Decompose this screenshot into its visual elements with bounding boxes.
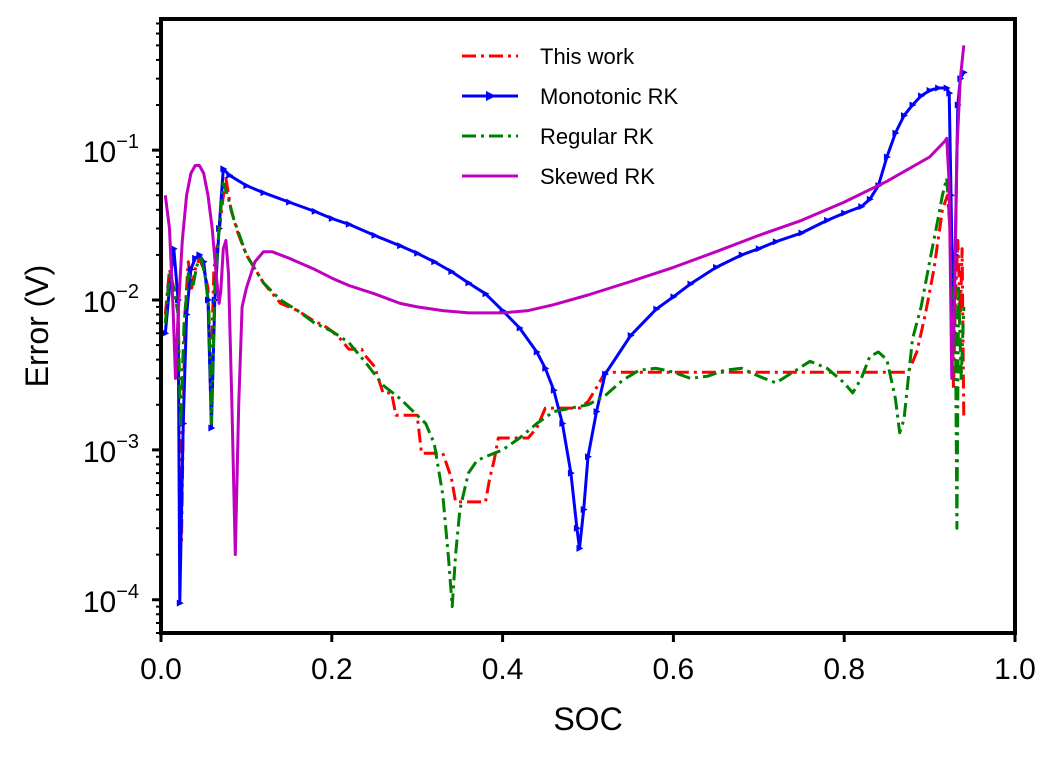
- series-this-work: [163, 176, 966, 542]
- data-point: [580, 506, 588, 514]
- data-point: [328, 214, 336, 222]
- data-point: [371, 231, 379, 239]
- data-point: [170, 245, 178, 253]
- data-point: [286, 198, 294, 206]
- data-point: [465, 279, 473, 287]
- data-point: [550, 386, 558, 394]
- y-tick-label: 10−1: [83, 131, 139, 169]
- plot-frame: [159, 17, 1017, 635]
- data-point: [162, 329, 170, 337]
- data-point: [866, 195, 874, 203]
- legend-label: This work: [540, 44, 635, 69]
- data-point: [653, 305, 661, 313]
- data-point: [573, 524, 581, 532]
- data-point: [448, 267, 456, 275]
- data-point: [687, 280, 695, 288]
- y-axis-title: Error (V): [19, 265, 55, 388]
- x-tick-label: 0.8: [823, 653, 865, 686]
- data-point: [713, 263, 721, 271]
- series-line: [163, 45, 966, 557]
- data-point: [516, 324, 524, 332]
- x-major-ticks: 0.0 0.2 0.4 0.6 0.8 1.0: [140, 633, 1036, 686]
- legend-label: Skewed RK: [540, 164, 655, 189]
- legend-marker: [486, 91, 496, 101]
- y-tick-exponent: −4: [116, 581, 139, 603]
- data-point: [798, 229, 806, 237]
- series-layer: [162, 45, 968, 609]
- data-point: [946, 89, 954, 97]
- y-tick-label: 10−3: [83, 431, 139, 469]
- data-point: [397, 242, 405, 250]
- data-point: [900, 112, 908, 120]
- y-tick-base: 10: [83, 586, 116, 619]
- data-point: [585, 453, 592, 461]
- series-line: [163, 176, 966, 542]
- data-point: [858, 203, 866, 211]
- y-tick-label: 10−2: [83, 281, 139, 319]
- data-point: [772, 238, 780, 246]
- x-tick-label: 0.0: [140, 653, 182, 686]
- data-point: [345, 220, 353, 228]
- data-point: [943, 84, 951, 92]
- data-point: [542, 364, 550, 372]
- data-point: [892, 129, 900, 137]
- data-point: [567, 469, 575, 477]
- x-tick-label: 0.6: [653, 653, 695, 686]
- y-tick-label: 10−4: [83, 581, 139, 619]
- data-point: [204, 296, 212, 304]
- data-point: [627, 331, 635, 339]
- data-point: [243, 182, 251, 190]
- data-point: [220, 165, 228, 173]
- data-point: [935, 84, 943, 92]
- x-tick-label: 1.0: [994, 653, 1036, 686]
- data-point: [192, 254, 200, 262]
- y-tick-base: 10: [83, 436, 116, 469]
- series-line: [163, 176, 966, 609]
- data-point: [670, 293, 678, 301]
- y-tick-exponent: −3: [116, 431, 139, 453]
- data-point: [909, 101, 917, 109]
- x-tick-label: 0.4: [482, 653, 524, 686]
- data-point: [260, 189, 268, 197]
- legend: This work Monotonic RK Regular RK Skewed RK: [462, 44, 679, 189]
- data-point: [187, 265, 195, 273]
- data-point: [431, 258, 439, 266]
- x-tick-label: 0.2: [311, 653, 353, 686]
- data-point: [559, 419, 567, 427]
- data-point: [208, 424, 216, 432]
- data-point: [533, 348, 541, 356]
- data-point: [414, 249, 422, 257]
- legend-label: Monotonic RK: [540, 84, 679, 109]
- data-point: [226, 171, 234, 179]
- y-tick-base: 10: [83, 286, 116, 319]
- series-monotonic-rk: [162, 68, 968, 607]
- data-point: [926, 87, 934, 95]
- data-point: [918, 92, 926, 100]
- y-tick-exponent: −2: [116, 281, 139, 303]
- data-point: [311, 207, 319, 215]
- y-tick-exponent: −1: [116, 131, 139, 153]
- data-point: [482, 290, 490, 298]
- x-axis-title: SOC: [553, 701, 622, 737]
- legend-label: Regular RK: [540, 124, 654, 149]
- data-point: [176, 599, 184, 607]
- series-regular-rk: [163, 176, 966, 609]
- series-line: [163, 71, 966, 605]
- data-point: [755, 245, 763, 253]
- y-tick-base: 10: [83, 136, 116, 169]
- data-point: [602, 370, 610, 378]
- data-point: [883, 153, 891, 161]
- data-point: [196, 251, 204, 259]
- data-point: [593, 408, 601, 416]
- data-point: [576, 544, 584, 552]
- y-major-ticks: 10−410−310−210−1: [83, 131, 161, 619]
- data-point: [841, 209, 849, 217]
- data-point: [824, 216, 832, 224]
- series-skewed-rk: [163, 45, 966, 557]
- data-point: [738, 251, 746, 259]
